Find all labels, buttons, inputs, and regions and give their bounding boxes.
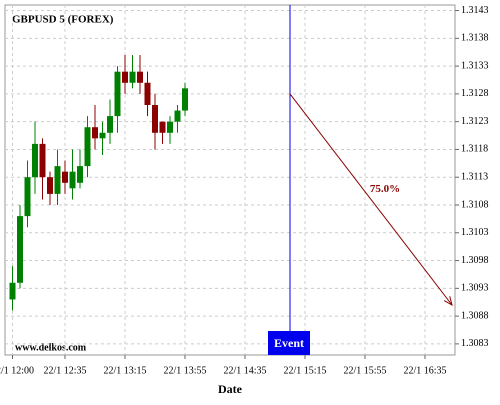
y-tick-label: 1.3083 — [461, 338, 489, 349]
candle-body — [129, 71, 136, 83]
projection-label: 75.0% — [370, 183, 400, 195]
candle-body — [137, 71, 143, 83]
candle-body — [77, 166, 83, 183]
candle-body — [47, 177, 53, 194]
candle-body — [62, 171, 68, 183]
y-tick-label: 1.3118 — [461, 144, 488, 155]
candle-body — [182, 88, 188, 111]
candle-body — [159, 121, 166, 133]
candle-body — [54, 166, 61, 194]
y-tick-label: 1.3093 — [461, 283, 489, 294]
candle-body — [69, 171, 76, 189]
y-tick-label: 1.3108 — [461, 199, 489, 210]
event-label: Event — [274, 336, 304, 350]
x-tick-label: 22/1 16:35 — [403, 365, 446, 376]
y-tick-label: 1.3088 — [461, 310, 489, 321]
candle-body — [39, 143, 46, 178]
candle-body — [107, 116, 113, 133]
candle-body — [144, 82, 151, 105]
y-tick-label: 1.3133 — [461, 60, 489, 71]
x-tick-label: 22/1 15:15 — [283, 365, 326, 376]
chart-title: GBPUSD 5 (FOREX) — [12, 14, 114, 26]
x-tick-label: 22/1 12:00 — [0, 365, 34, 376]
y-tick-label: 1.3103 — [461, 227, 489, 238]
x-tick-label: 22/1 12:35 — [43, 365, 86, 376]
watermark: www.delkos.com — [15, 342, 87, 353]
candle-body — [122, 71, 128, 83]
x-axis-label: Date — [218, 382, 243, 396]
candle-body — [32, 143, 38, 178]
y-tick-label: 1.3138 — [461, 33, 489, 44]
y-tick-label: 1.3098 — [461, 255, 489, 266]
y-tick-label: 1.3123 — [461, 116, 489, 127]
candle-body — [17, 216, 23, 283]
x-tick-label: 22/1 14:35 — [223, 365, 266, 376]
candle-body — [174, 110, 181, 122]
x-tick-label: 22/1 15:55 — [343, 365, 386, 376]
y-tick-label: 1.3128 — [461, 88, 489, 99]
y-tick-label: 1.3143 — [461, 5, 489, 16]
candle-body — [24, 177, 31, 217]
arrow-head — [443, 296, 453, 307]
y-tick-label: 1.3113 — [461, 172, 488, 183]
event-box — [268, 331, 310, 355]
candle-body — [84, 127, 91, 167]
candle-body — [114, 71, 121, 117]
candle-body — [99, 132, 106, 139]
x-tick-label: 22/1 13:55 — [163, 365, 206, 376]
candle-body — [9, 282, 16, 300]
candle-body — [92, 127, 98, 139]
candle-body — [167, 121, 173, 133]
x-tick-label: 22/1 13:15 — [103, 365, 146, 376]
projection-arrow — [289, 93, 453, 306]
candle-body — [152, 105, 158, 133]
